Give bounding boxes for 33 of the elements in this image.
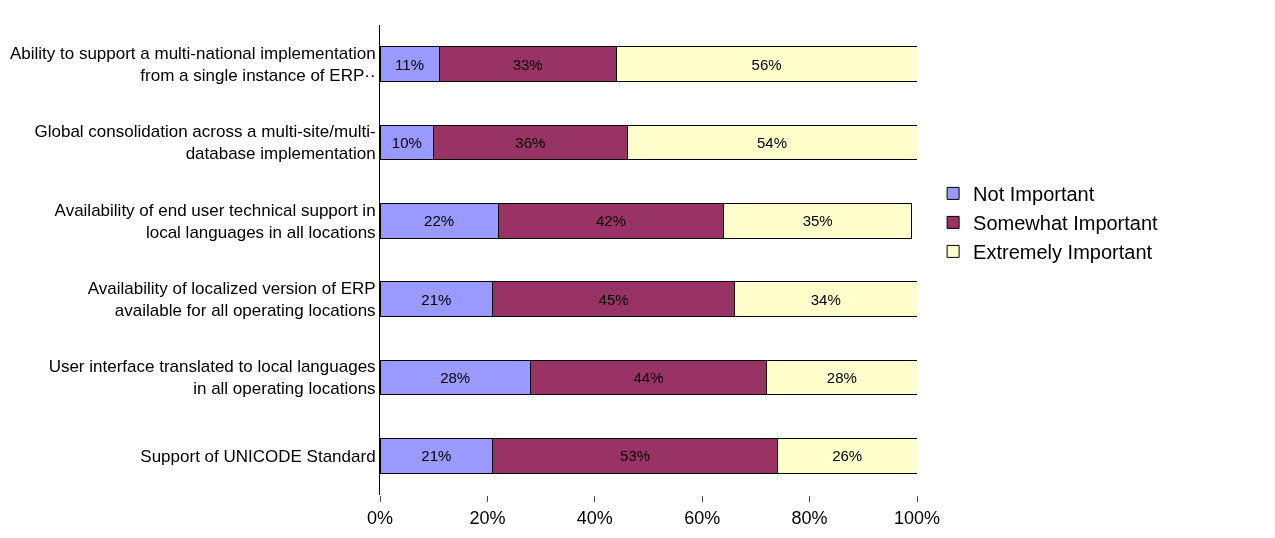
data-label: 28% <box>440 369 471 386</box>
y-tick-label: Ability to support a multi-national implementation from a single instance of ERP·· <box>9 44 376 86</box>
data-label: 21% <box>421 290 452 308</box>
data-label: 35% <box>802 212 833 230</box>
data-label: 53% <box>620 447 651 465</box>
data-label: 22% <box>424 212 455 230</box>
data-label: 45% <box>598 290 629 308</box>
legend-label: Not Important <box>973 183 1095 206</box>
data-label: 26% <box>832 447 863 465</box>
y-tick-label: Global consolidation across a multi-site/multi- database implementation <box>34 122 376 164</box>
y-tick-label: User interface translated to local languages in all operating locations <box>48 357 376 399</box>
data-label: 42% <box>595 212 626 230</box>
data-label: 44% <box>633 369 664 386</box>
x-tick-label: 80% <box>791 507 828 528</box>
data-label: 56% <box>751 55 782 73</box>
x-tick-label: 60% <box>684 507 721 528</box>
data-label: 11% <box>395 55 424 73</box>
data-label: 28% <box>826 369 857 386</box>
data-label: 33% <box>512 55 543 73</box>
data-label: 36% <box>515 134 546 151</box>
x-tick-label: 20% <box>469 507 506 528</box>
legend-label: Somewhat Important <box>973 212 1159 235</box>
data-label: 34% <box>810 290 841 308</box>
y-tick-label: Support of UNICODE Standard <box>140 446 376 466</box>
y-tick-label: Availability of end user technical support in local languages in all locations <box>54 200 376 242</box>
data-label: 10% <box>391 134 422 151</box>
legend-label: Extremely Important <box>973 241 1153 264</box>
x-tick-label: 0% <box>366 507 394 528</box>
data-label: 54% <box>756 134 788 151</box>
x-tick-label: 100% <box>893 507 941 528</box>
y-tick-label: Availability of localized version of ERP available for all operating locations <box>87 279 376 321</box>
x-tick-label: 40% <box>576 507 613 528</box>
data-label: 21% <box>421 447 452 465</box>
